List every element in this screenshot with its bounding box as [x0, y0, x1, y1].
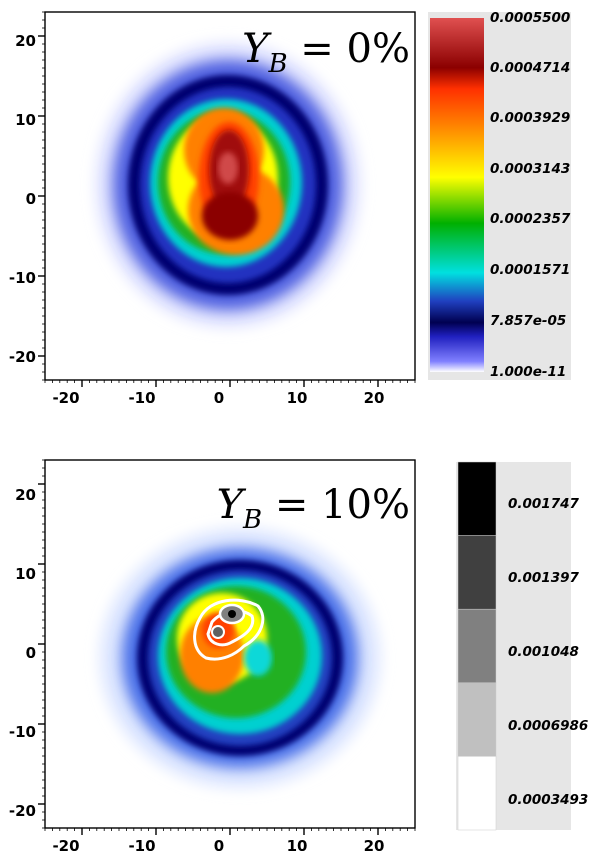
- contour-peak: [228, 610, 236, 618]
- x-tick-label: -20: [52, 837, 79, 855]
- y-tick-label: 0: [26, 644, 36, 662]
- chart-bottom: 20 10 0 -10 -20 -20 -10 0 10 20 YB = 10%…: [9, 459, 588, 855]
- colorbar-label: 0.0006986: [508, 718, 588, 734]
- y-tick-label: 0: [26, 190, 36, 208]
- x-tick-labels-top: -20 -10 0 10 20: [52, 389, 384, 407]
- colorbar-label: 0.001747: [508, 496, 579, 512]
- colorbar-label: 0.0001571: [490, 262, 570, 278]
- colorbar-label: 0.0003929: [490, 110, 570, 126]
- x-tick-label: -20: [52, 389, 79, 407]
- chart-title-bottom: YB = 10%: [217, 482, 410, 535]
- colorbar-bottom: [457, 461, 497, 831]
- y-tick-label: -10: [9, 269, 36, 287]
- colorbar-segment: [457, 461, 497, 536]
- colorbar-labels-bottom: 0.001747 0.001397 0.001048 0.0006986 0.0…: [508, 496, 588, 808]
- colorbar-label: 0.001397: [508, 570, 579, 586]
- colorbar-label: 1.000e-11: [490, 364, 566, 380]
- y-tick-label: 20: [15, 32, 36, 50]
- y-tick-label: 10: [15, 565, 36, 583]
- heatmap-bottom: [100, 528, 380, 788]
- axis-ticks-top: [38, 11, 416, 387]
- axis-ticks-bottom: [38, 459, 416, 835]
- y-tick-label: -20: [9, 802, 36, 820]
- colorbar-segment: [457, 756, 497, 831]
- x-tick-label: -10: [128, 837, 155, 855]
- heatmap-top: [96, 43, 360, 327]
- colorbar-label: 0.0004714: [490, 60, 570, 76]
- chart-top: 20 10 0 -10 -20 -20 -10 0 10 20 YB = 0% …: [9, 10, 571, 407]
- y-tick-label: -10: [9, 723, 36, 741]
- cyan-blob: [244, 640, 272, 676]
- y-tick-label: 10: [15, 111, 36, 129]
- peak-blob: [218, 152, 238, 184]
- chart-title-top: YB = 0%: [242, 26, 410, 79]
- colorbar-label: 0.0002357: [490, 211, 571, 227]
- colorbar-label: 0.0003143: [490, 161, 570, 177]
- y-tick-labels-bottom: 20 10 0 -10 -20: [9, 486, 36, 820]
- y-tick-label: 20: [15, 486, 36, 504]
- colorbar-label: 0.0003493: [508, 792, 588, 808]
- x-tick-label: 10: [287, 837, 308, 855]
- colorbar-label: 0.001048: [508, 644, 579, 660]
- x-tick-label: -10: [128, 389, 155, 407]
- x-tick-label: 0: [214, 837, 224, 855]
- y-tick-label: -20: [9, 348, 36, 366]
- colorbar-top: [430, 18, 484, 372]
- y-tick-labels-top: 20 10 0 -10 -20: [9, 32, 36, 366]
- x-tick-label: 20: [364, 837, 385, 855]
- darkred-lower: [202, 192, 258, 240]
- colorbar-segment: [457, 535, 497, 610]
- contour-outer: [193, 598, 265, 661]
- x-tick-label: 10: [287, 389, 308, 407]
- colorbar-segment: [457, 682, 497, 757]
- colorbar-labels-top: 0.0005500 0.0004714 0.0003929 0.0003143 …: [490, 10, 571, 380]
- x-tick-labels-bottom: -20 -10 0 10 20: [52, 837, 384, 855]
- colorbar-segment: [457, 608, 497, 684]
- x-tick-label: 20: [364, 389, 385, 407]
- colorbar-label: 7.857e-05: [490, 313, 566, 329]
- contour-gray-blob-2: [211, 625, 225, 639]
- x-tick-label: 0: [214, 389, 224, 407]
- colorbar-label: 0.0005500: [490, 10, 570, 26]
